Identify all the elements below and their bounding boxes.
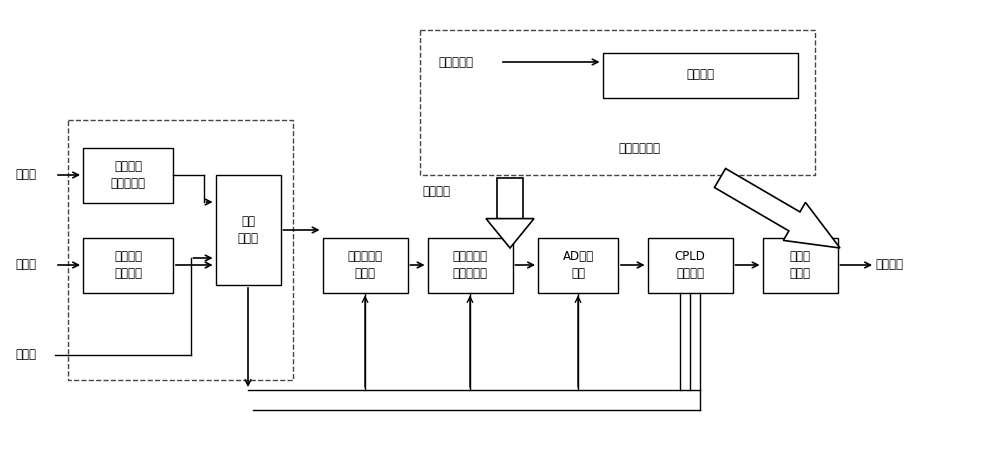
Bar <box>322 238 408 292</box>
Text: 小电压: 小电压 <box>15 348 36 361</box>
Polygon shape <box>486 218 534 248</box>
Bar <box>602 52 798 98</box>
Bar <box>538 238 618 292</box>
Text: 外部交流电: 外部交流电 <box>438 56 473 69</box>
Text: （可变）比
例调节模块: （可变）比 例调节模块 <box>452 250 488 280</box>
Text: 小电流: 小电流 <box>15 258 36 271</box>
Bar <box>428 238 512 292</box>
Text: 多路
选择器: 多路 选择器 <box>238 215 258 245</box>
Bar <box>420 30 815 175</box>
Bar <box>68 120 293 380</box>
Bar <box>763 238 838 292</box>
Bar <box>216 175 280 285</box>
Text: 充电电池: 充电电池 <box>686 69 714 81</box>
Text: 光纤收
发模块: 光纤收 发模块 <box>790 250 810 280</box>
Text: 内部工作电源: 内部工作电源 <box>618 141 660 155</box>
Bar <box>83 148 173 202</box>
Text: 精密电阻
（毫欧级）: 精密电阻 （毫欧级） <box>110 160 146 190</box>
Bar <box>83 238 173 292</box>
Text: 精密电阻
（常规）: 精密电阻 （常规） <box>114 250 142 280</box>
Polygon shape <box>714 169 840 248</box>
Text: 大电流: 大电流 <box>15 169 36 181</box>
Text: 电源模块: 电源模块 <box>422 185 450 198</box>
Text: （可变）滤
波模块: （可变）滤 波模块 <box>348 250 382 280</box>
Text: 数字信号: 数字信号 <box>875 258 903 271</box>
Bar <box>497 178 523 218</box>
Text: CPLD
主控模块: CPLD 主控模块 <box>675 250 705 280</box>
Text: AD转换
模块: AD转换 模块 <box>562 250 594 280</box>
Bar <box>648 238 732 292</box>
